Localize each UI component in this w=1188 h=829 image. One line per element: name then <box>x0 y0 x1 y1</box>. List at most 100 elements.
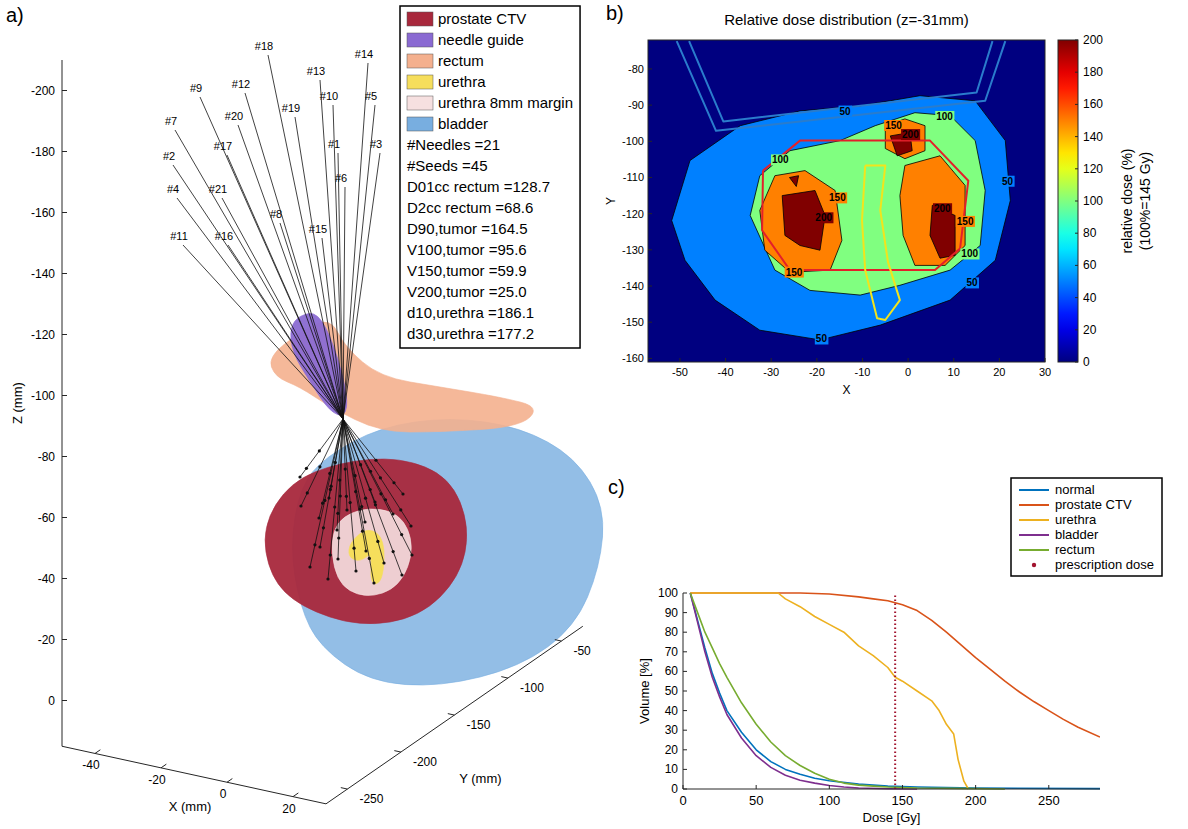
x-tick <box>908 358 909 362</box>
y-tick <box>648 68 652 69</box>
y-tick-label: 10 <box>665 762 679 776</box>
x-axis-title: Dose [Gy] <box>863 810 921 825</box>
needle-label: #9 <box>190 82 202 94</box>
y-tick <box>683 593 687 594</box>
z-tick <box>62 639 67 640</box>
contour-label: 200 <box>902 129 919 140</box>
structure-outline <box>689 41 992 121</box>
seed <box>374 459 377 462</box>
y-tick-label: 30 <box>665 723 679 737</box>
needle <box>177 198 411 526</box>
seed <box>379 492 382 495</box>
needle-label: #15 <box>309 223 327 235</box>
y-axis <box>326 626 583 804</box>
needle-label: #11 <box>170 230 188 242</box>
x-tick-label: -40 <box>82 758 100 772</box>
needle-label: #18 <box>255 40 273 52</box>
x-axis <box>62 746 326 804</box>
annotation: d10,urethra =186.1 <box>407 304 534 321</box>
colorbar-tick-label: 80 <box>1083 226 1097 240</box>
needle-label: #5 <box>365 90 377 102</box>
x-tick-label: -50 <box>672 366 688 378</box>
legend-swatch <box>1019 534 1049 536</box>
z-tick <box>62 395 67 396</box>
x-tick-label: 0 <box>220 787 227 801</box>
legend-c: normalprostate CTVurethrabladderrectumpr… <box>1011 478 1162 576</box>
seed <box>323 499 326 502</box>
seed <box>305 467 308 470</box>
organ-surface <box>349 530 384 583</box>
legend-swatch <box>407 12 433 26</box>
label-patch <box>965 277 979 288</box>
seed <box>400 533 403 536</box>
seed <box>354 569 357 572</box>
seed <box>373 500 376 503</box>
z-tick <box>62 273 67 274</box>
seed <box>392 481 395 484</box>
seed <box>345 508 348 511</box>
label-patch <box>935 111 954 122</box>
contour-region <box>790 176 799 187</box>
plot-area <box>648 40 1045 362</box>
x-tick-label: -20 <box>148 773 166 787</box>
label-patch <box>771 154 790 165</box>
x-tick <box>725 358 726 362</box>
y-tick <box>648 322 652 323</box>
legend-swatch <box>407 54 433 68</box>
seed <box>326 577 329 580</box>
legend-label: urethra <box>1055 512 1097 527</box>
contour-region <box>750 113 985 295</box>
colorbar-tick-label: 200 <box>1083 33 1103 47</box>
x-tick-label: 200 <box>965 793 987 808</box>
seed <box>376 540 379 543</box>
z-tick-label: -80 <box>38 450 56 464</box>
seed <box>410 553 413 556</box>
x-tick <box>161 764 166 768</box>
y-tick <box>648 358 652 359</box>
contour-label: 150 <box>829 192 846 203</box>
needle-label: #16 <box>215 230 233 242</box>
panel-letter: c) <box>608 476 625 498</box>
seed <box>361 530 364 533</box>
x-tick <box>227 779 232 783</box>
legend-swatch <box>1019 504 1049 506</box>
legend-swatch <box>407 33 433 47</box>
y-axis-title: Y <box>604 197 618 205</box>
colorbar-tick-label: 20 <box>1083 323 1097 337</box>
seed <box>317 516 320 519</box>
panel-c: c)0501001502002500102030405060708090100D… <box>608 476 1162 825</box>
x-tick-label: 50 <box>749 793 763 808</box>
colorbar-tick-label: 160 <box>1083 97 1103 111</box>
needle-label: #17 <box>214 140 232 152</box>
y-tick <box>394 751 401 752</box>
y-tick-label: -90 <box>628 99 644 111</box>
contour-label: 100 <box>772 154 789 165</box>
label-patch <box>901 129 920 140</box>
annotation: D90,tumor =164.5 <box>407 220 528 237</box>
prescription-line <box>894 593 896 789</box>
colorbar-tick <box>1075 362 1078 363</box>
y-tick-label: 90 <box>665 606 679 620</box>
needle-label: #14 <box>355 48 373 60</box>
needle-label: #10 <box>320 90 338 102</box>
y-axis-title: Y (mm) <box>459 771 501 786</box>
y-tick-label: 0 <box>671 782 678 796</box>
y-tick <box>648 213 652 214</box>
colorbar-tick-label: 40 <box>1083 291 1097 305</box>
plot-area <box>690 593 1100 789</box>
label-patch <box>1001 176 1015 187</box>
seed <box>329 553 332 556</box>
seed <box>298 475 301 478</box>
y-tick-label: 20 <box>665 743 679 757</box>
y-tick-label: 60 <box>665 664 679 678</box>
legend-swatch <box>1019 549 1049 551</box>
seed <box>409 524 412 527</box>
plot-frame <box>648 40 1045 362</box>
needle-label: #21 <box>209 183 227 195</box>
panel-a: a)#1#2#3#4#5#6#7#8#9#10#11#12#13#14#15#1… <box>6 4 603 816</box>
legend-label: bladder <box>438 115 488 132</box>
colorbar <box>1058 40 1078 362</box>
title: Relative dose distribution (z=-31mm) <box>724 11 969 28</box>
seed <box>345 495 348 498</box>
contour-label: 200 <box>815 212 832 223</box>
